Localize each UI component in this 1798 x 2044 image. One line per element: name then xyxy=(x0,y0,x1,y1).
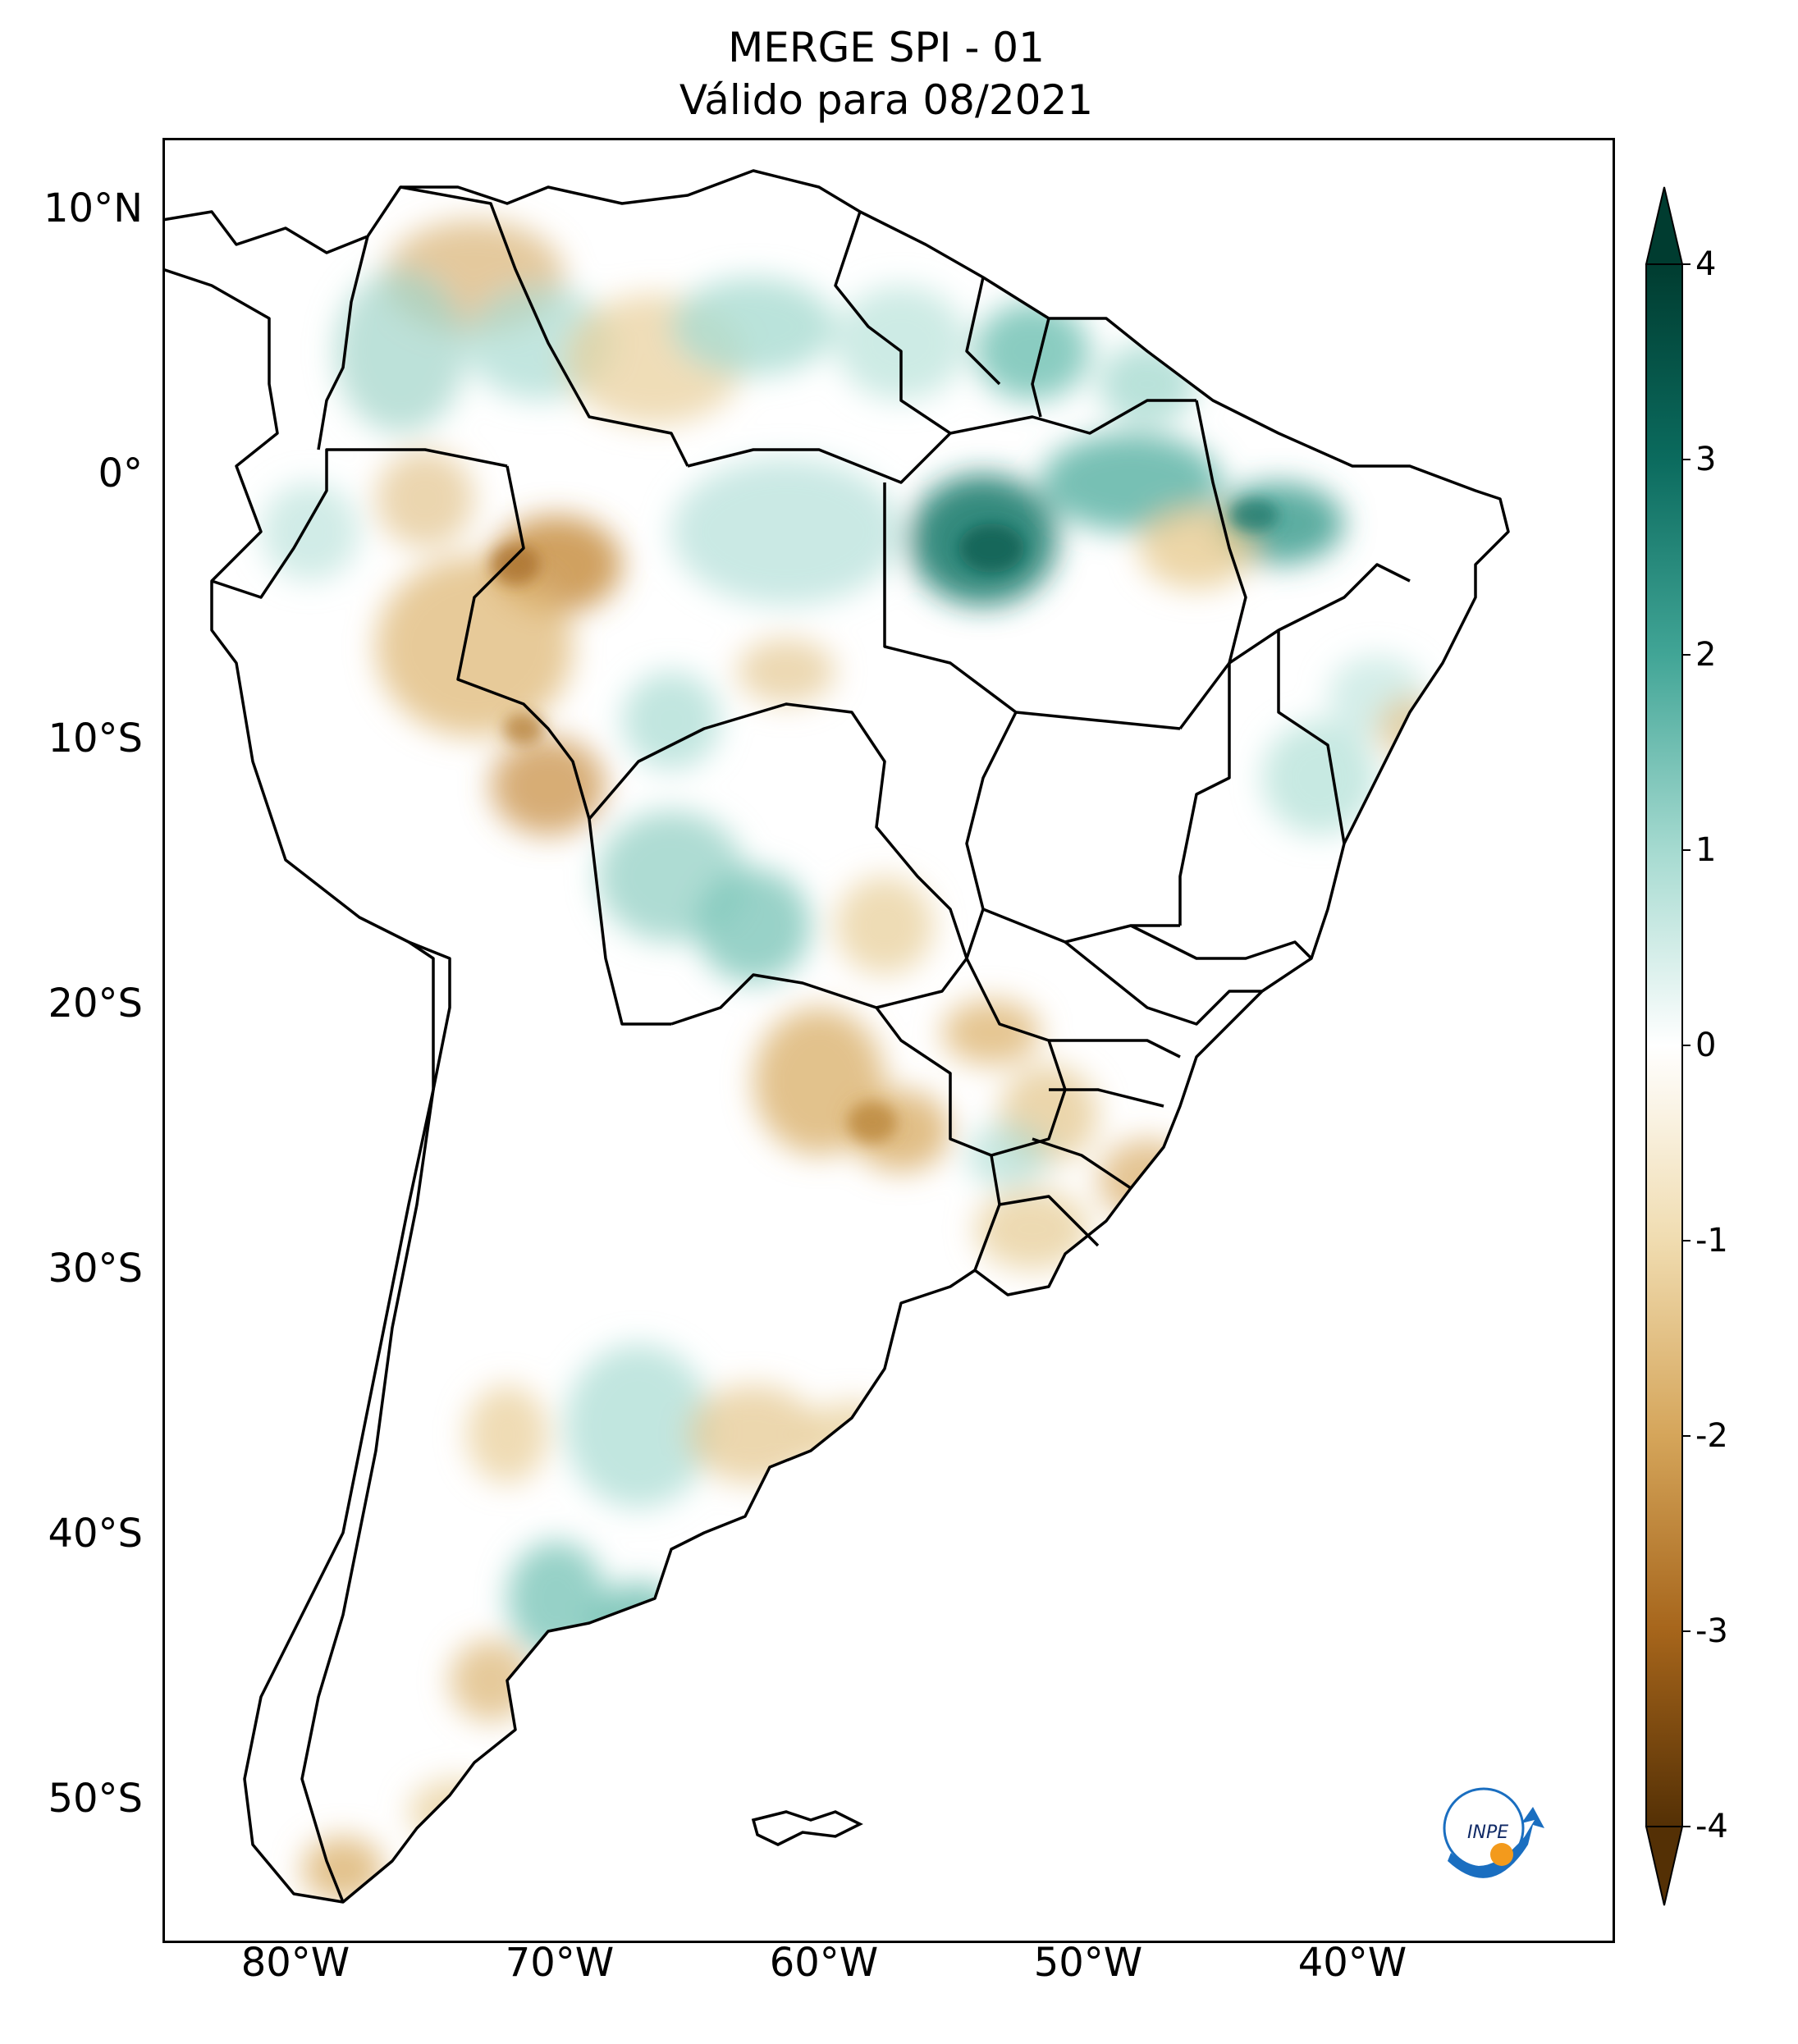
inpe-logo-text: INPE xyxy=(1467,1822,1508,1843)
colorbar-tick-2: 2 xyxy=(1695,636,1717,674)
lat-tick-10n: 10°N xyxy=(43,185,143,231)
lat-tick-0: 0° xyxy=(98,450,143,496)
colorbar-tick-0: 0 xyxy=(1695,1027,1717,1064)
colorbar-tick-3: 3 xyxy=(1695,441,1717,478)
lat-tick-20s: 20°S xyxy=(48,981,143,1027)
colorbar-tick-1: 1 xyxy=(1695,831,1717,869)
lat-tick-10s: 10°S xyxy=(48,716,143,761)
lat-tick-40s: 40°S xyxy=(48,1511,143,1557)
colorbar-tick-m3: -3 xyxy=(1695,1612,1728,1650)
inpe-logo: INPE xyxy=(1443,1787,1544,1878)
lon-tick-70w: 70°W xyxy=(505,1940,615,1986)
lon-tick-80w: 80°W xyxy=(240,1940,350,1986)
lat-tick-50s: 50°S xyxy=(48,1776,143,1822)
lon-tick-40w: 40°W xyxy=(1297,1940,1407,1986)
colorbar-tick-m2: -2 xyxy=(1695,1417,1728,1455)
country-borders xyxy=(162,169,1510,1904)
colorbar-tick-m1: -1 xyxy=(1695,1222,1728,1260)
map-frame-border xyxy=(162,138,1615,1943)
lat-tick-30s: 30°S xyxy=(48,1246,143,1292)
map-subtitle: Válido para 08/2021 xyxy=(679,76,1094,124)
colorbar-tick-m4: -4 xyxy=(1695,1808,1728,1845)
spi-colorbar xyxy=(1645,186,1690,1906)
lon-tick-60w: 60°W xyxy=(769,1940,879,1986)
spi-map: INPE xyxy=(162,138,1615,1943)
colorbar-tick-4: 4 xyxy=(1695,245,1717,283)
lon-tick-50w: 50°W xyxy=(1033,1940,1143,1986)
map-title: MERGE SPI - 01 xyxy=(728,24,1045,71)
falklands xyxy=(751,1810,863,1846)
